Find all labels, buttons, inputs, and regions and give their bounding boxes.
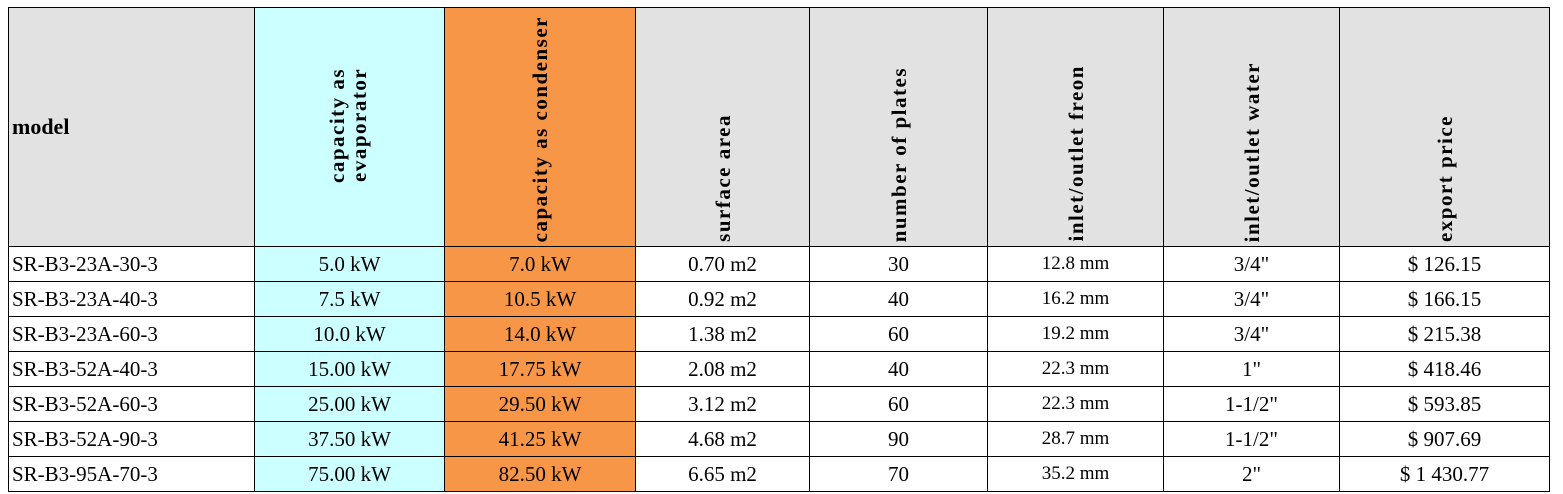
cell-number-of-plates: 60 (809, 386, 988, 422)
header-surface-area-label: surface area (710, 114, 735, 242)
cell-capacity-condenser: 29.50 kW (444, 386, 636, 422)
header-export-price: export price (1339, 7, 1550, 247)
table-row: SR-B3-95A-70-3 75.00 kW 82.50 kW 6.65 m2… (8, 456, 1550, 492)
cell-model: SR-B3-52A-90-3 (8, 421, 255, 457)
cell-export-price: $ 1 430.77 (1339, 456, 1550, 492)
cell-capacity-condenser: 17.75 kW (444, 351, 636, 387)
cell-inlet-outlet-freon: 19.2 mm (987, 316, 1164, 352)
cell-model: SR-B3-23A-60-3 (8, 316, 255, 352)
cell-inlet-outlet-water: 3/4" (1163, 281, 1340, 317)
header-inlet-outlet-freon: inlet/outlet freon (987, 7, 1164, 247)
cell-inlet-outlet-freon: 22.3 mm (987, 386, 1164, 422)
cell-surface-area: 2.08 m2 (635, 351, 810, 387)
cell-surface-area: 1.38 m2 (635, 316, 810, 352)
cell-capacity-evaporator: 10.0 kW (254, 316, 445, 352)
cell-inlet-outlet-freon: 22.3 mm (987, 351, 1164, 387)
cell-capacity-evaporator: 75.00 kW (254, 456, 445, 492)
cell-capacity-condenser: 7.0 kW (444, 246, 636, 282)
header-model: model (8, 7, 255, 247)
cell-capacity-evaporator: 5.0 kW (254, 246, 445, 282)
cell-model: SR-B3-52A-40-3 (8, 351, 255, 387)
table-row: SR-B3-23A-40-3 7.5 kW 10.5 kW 0.92 m2 40… (8, 281, 1550, 317)
header-capacity-condenser-label: capacity as condenser (528, 15, 552, 242)
cell-inlet-outlet-freon: 12.8 mm (987, 246, 1164, 282)
header-inlet-outlet-water-label: inlet/outlet water (1239, 61, 1264, 242)
table-row: SR-B3-52A-40-3 15.00 kW 17.75 kW 2.08 m2… (8, 351, 1550, 387)
cell-export-price: $ 418.46 (1339, 351, 1550, 387)
header-inlet-outlet-freon-label: inlet/outlet freon (1063, 65, 1088, 242)
table-row: SR-B3-52A-60-3 25.00 kW 29.50 kW 3.12 m2… (8, 386, 1550, 422)
header-surface-area: surface area (635, 7, 810, 247)
cell-number-of-plates: 60 (809, 316, 988, 352)
cell-number-of-plates: 70 (809, 456, 988, 492)
cell-model: SR-B3-23A-40-3 (8, 281, 255, 317)
cell-inlet-outlet-freon: 35.2 mm (987, 456, 1164, 492)
cell-number-of-plates: 90 (809, 421, 988, 457)
specs-table: model capacity as evaporator capacity as… (8, 7, 1550, 492)
cell-capacity-evaporator: 15.00 kW (254, 351, 445, 387)
header-row: model capacity as evaporator capacity as… (8, 7, 1550, 247)
header-number-of-plates: number of plates (809, 7, 988, 247)
table-row: SR-B3-23A-30-3 5.0 kW 7.0 kW 0.70 m2 30 … (8, 246, 1550, 282)
cell-inlet-outlet-water: 3/4" (1163, 246, 1340, 282)
cell-inlet-outlet-water: 1" (1163, 351, 1340, 387)
header-export-price-label: export price (1432, 114, 1457, 242)
cell-model: SR-B3-23A-30-3 (8, 246, 255, 282)
cell-capacity-condenser: 41.25 kW (444, 421, 636, 457)
cell-capacity-evaporator: 25.00 kW (254, 386, 445, 422)
cell-number-of-plates: 30 (809, 246, 988, 282)
cell-inlet-outlet-freon: 28.7 mm (987, 421, 1164, 457)
cell-surface-area: 0.92 m2 (635, 281, 810, 317)
cell-capacity-evaporator: 37.50 kW (254, 421, 445, 457)
cell-inlet-outlet-freon: 16.2 mm (987, 281, 1164, 317)
cell-capacity-condenser: 14.0 kW (444, 316, 636, 352)
cell-capacity-condenser: 10.5 kW (444, 281, 636, 317)
cell-model: SR-B3-95A-70-3 (8, 456, 255, 492)
table-row: SR-B3-23A-60-3 10.0 kW 14.0 kW 1.38 m2 6… (8, 316, 1550, 352)
cell-inlet-outlet-water: 1-1/2" (1163, 386, 1340, 422)
cell-surface-area: 4.68 m2 (635, 421, 810, 457)
header-inlet-outlet-water: inlet/outlet water (1163, 7, 1340, 247)
cell-surface-area: 3.12 m2 (635, 386, 810, 422)
cell-export-price: $ 593.85 (1339, 386, 1550, 422)
cell-capacity-condenser: 82.50 kW (444, 456, 636, 492)
cell-export-price: $ 166.15 (1339, 281, 1550, 317)
cell-surface-area: 0.70 m2 (635, 246, 810, 282)
table-row: SR-B3-52A-90-3 37.50 kW 41.25 kW 4.68 m2… (8, 421, 1550, 457)
cell-surface-area: 6.65 m2 (635, 456, 810, 492)
header-number-of-plates-label: number of plates (886, 66, 911, 242)
cell-inlet-outlet-water: 2" (1163, 456, 1340, 492)
cell-inlet-outlet-water: 3/4" (1163, 316, 1340, 352)
cell-model: SR-B3-52A-60-3 (8, 386, 255, 422)
cell-inlet-outlet-water: 1-1/2" (1163, 421, 1340, 457)
header-capacity-evaporator-label: capacity as evaporator (324, 67, 371, 183)
header-capacity-condenser: capacity as condenser (444, 7, 636, 247)
cell-number-of-plates: 40 (809, 351, 988, 387)
cell-capacity-evaporator: 7.5 kW (254, 281, 445, 317)
header-capacity-evaporator: capacity as evaporator (254, 7, 445, 247)
cell-number-of-plates: 40 (809, 281, 988, 317)
cell-export-price: $ 126.15 (1339, 246, 1550, 282)
cell-export-price: $ 215.38 (1339, 316, 1550, 352)
cell-export-price: $ 907.69 (1339, 421, 1550, 457)
